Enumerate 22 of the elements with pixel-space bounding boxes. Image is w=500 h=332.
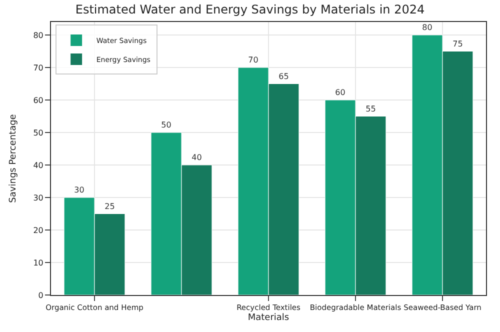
y-tick-label: 10 <box>33 258 44 268</box>
data-label: 70 <box>248 56 258 64</box>
data-label: 65 <box>278 72 289 81</box>
data-label: 30 <box>74 186 84 194</box>
y-tick-label: 0 <box>38 290 44 300</box>
data-label: 80 <box>422 23 432 32</box>
y-tick-label: 70 <box>33 63 44 72</box>
y-axis-title: Savings Percentage <box>8 114 19 203</box>
data-label: 25 <box>104 202 115 211</box>
x-axis-title: Materials <box>248 312 290 323</box>
data-label: 55 <box>366 104 376 114</box>
y-tick-label: 40 <box>33 160 44 170</box>
data-label: 75 <box>452 39 463 48</box>
y-tick-label: 50 <box>33 128 44 138</box>
y-tick-label: 60 <box>33 96 44 105</box>
y-tick-label: 80 <box>33 30 44 40</box>
y-tick-label: 30 <box>33 193 44 202</box>
chart-title: Estimated Water and Energy Savings by Materials in 2024 <box>75 2 425 16</box>
data-label: 60 <box>335 88 346 97</box>
y-tick-label: 20 <box>33 226 44 235</box>
data-label: 50 <box>161 120 172 130</box>
data-label: 40 <box>192 153 202 162</box>
